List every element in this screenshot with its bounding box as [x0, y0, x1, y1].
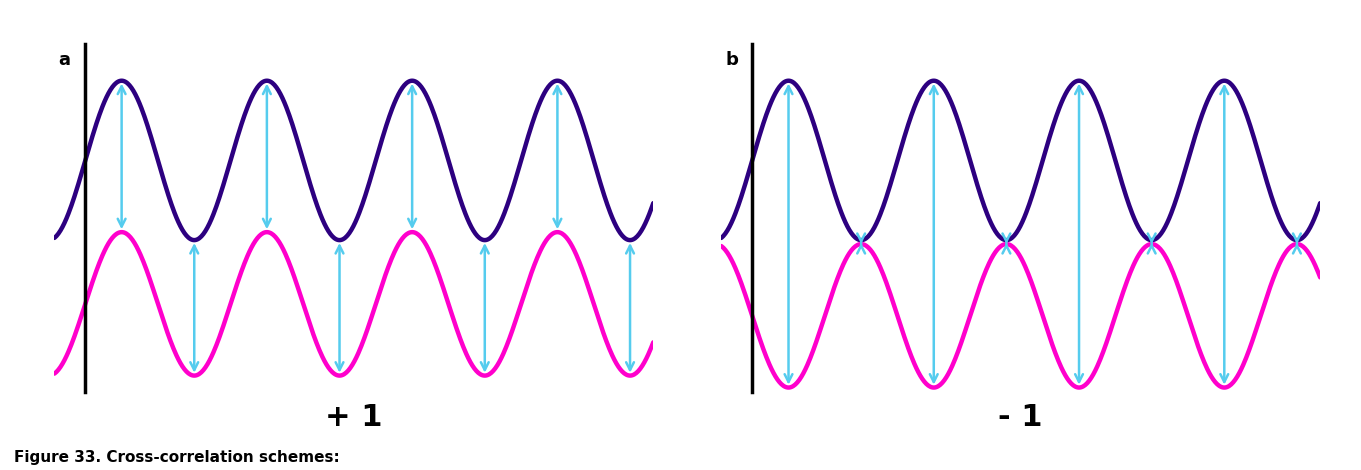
- Text: b: b: [725, 51, 738, 69]
- Text: Figure 33. Cross-correlation schemes:: Figure 33. Cross-correlation schemes:: [14, 450, 339, 465]
- Text: + 1: + 1: [325, 403, 382, 432]
- Text: a: a: [59, 51, 71, 69]
- Text: - 1: - 1: [999, 403, 1043, 432]
